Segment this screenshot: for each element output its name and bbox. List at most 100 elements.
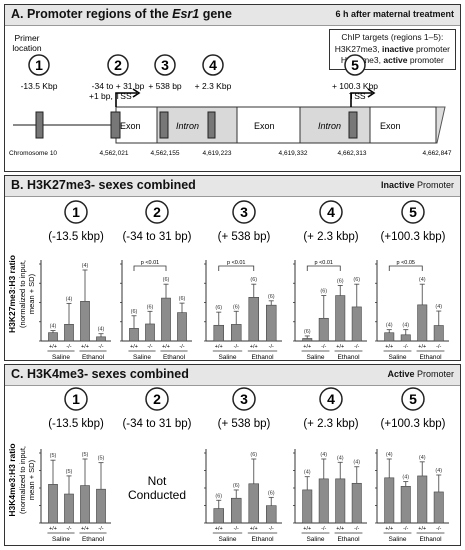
treatment-label: Ethanol — [82, 536, 105, 543]
genotype-label: -/- — [269, 526, 274, 532]
region-number-circle — [401, 387, 425, 411]
genotype-label: -/- — [354, 526, 359, 532]
genomic-coordinate: 4,562,021 — [100, 150, 129, 157]
treatment-label: Saline — [306, 536, 324, 543]
genotype-label: -/- — [234, 526, 239, 532]
region-number: 4 — [327, 204, 335, 220]
treatment-label: Saline — [388, 354, 406, 360]
genotype-label: +/+ — [215, 344, 223, 350]
region-number: 2 — [114, 57, 122, 73]
n-label: (4) — [304, 470, 311, 476]
genotype-label: +/+ — [385, 344, 393, 350]
genotype-label: +/+ — [303, 526, 311, 532]
genotype-label: +/+ — [250, 344, 258, 350]
bar — [48, 332, 58, 342]
bar — [433, 491, 444, 524]
genotype-label: +/+ — [162, 344, 170, 350]
genotype-label: +/+ — [418, 344, 426, 350]
primer-location-box — [348, 111, 358, 139]
bar — [231, 324, 242, 342]
region-number-circle — [232, 387, 256, 411]
genotype-label: +/+ — [81, 526, 89, 532]
n-label: (4) — [337, 455, 344, 461]
significance-label: p <0.01 — [141, 260, 160, 266]
bar — [80, 301, 90, 342]
panel-b: B. H3K27me3- sexes combined Inactive Pro… — [4, 175, 461, 361]
genotype-label: -/- — [66, 526, 71, 532]
bar — [96, 336, 106, 342]
region-position: (+ 2.3 kbp) — [303, 231, 358, 243]
genotype-label: +/+ — [49, 526, 57, 532]
genomic-coordinate: 4,562,155 — [151, 150, 180, 157]
panel-b-header: B. H3K27me3- sexes combined Inactive Pro… — [5, 176, 460, 197]
region-number-circle — [319, 387, 343, 411]
bar — [302, 338, 313, 342]
tss-arrow — [350, 92, 372, 107]
region-number-circle — [344, 54, 366, 76]
genotype-label: -/- — [436, 344, 441, 350]
bar — [145, 323, 155, 342]
bar — [64, 323, 74, 342]
bar — [177, 312, 187, 342]
n-label: (6) — [233, 483, 240, 489]
genotype-label: +/+ — [303, 344, 311, 350]
region-position-label: -34 to + 31 bp — [92, 81, 145, 91]
region-number-circle — [64, 200, 88, 224]
panel-a: A. Promoter regions of the Esr1 gene 6 h… — [4, 4, 461, 172]
panel-b-charts: H3K27me3:H3 ratio (normalized to input, me… — [7, 200, 449, 360]
region-number-circle — [401, 200, 425, 224]
region-number: 5 — [409, 391, 417, 407]
treatment-label: Saline — [52, 354, 70, 360]
n-label: (4) — [419, 455, 426, 461]
genotype-label: +/+ — [385, 526, 393, 532]
genotype-label: +/+ — [418, 526, 426, 532]
region-position: (-13.5 kbp) — [48, 231, 104, 243]
bar — [400, 334, 411, 342]
n-label: (4) — [66, 296, 73, 302]
genotype-label: -/- — [321, 344, 326, 350]
region-number-circle — [107, 54, 129, 76]
genomic-coordinate: 4,662,313 — [338, 150, 367, 157]
panel-c-charts: H3K4me3:H3 ratio (normalized to input, mea… — [7, 387, 449, 543]
treatment-label: Ethanol — [82, 354, 105, 360]
bar — [213, 508, 224, 524]
n-label: (6) — [353, 277, 360, 283]
intron-label: Intron — [318, 121, 341, 131]
n-label: (5) — [82, 452, 89, 458]
region-number-circle — [145, 387, 169, 411]
genotype-label: -/- — [234, 344, 239, 350]
bar — [417, 304, 428, 342]
not-conducted-label: Conducted — [128, 488, 186, 502]
genomic-coordinate: 4,619,332 — [279, 150, 308, 157]
significance-bracket — [306, 265, 341, 271]
intron-label: Intron — [176, 121, 199, 131]
region-number: 3 — [240, 204, 248, 220]
panel-c-note: Active Promoter — [387, 369, 454, 379]
region-number: 3 — [240, 391, 248, 407]
bar — [400, 485, 411, 524]
region-number-circle — [319, 200, 343, 224]
bar — [335, 478, 346, 524]
treatment-label: Saline — [52, 536, 70, 543]
n-label: (5) — [66, 469, 73, 475]
region-position-label: + 100.3 Kbp — [332, 81, 378, 91]
genotype-label: +/+ — [130, 344, 138, 350]
genomic-coordinate: 4,619,223 — [203, 150, 232, 157]
primer-location-box — [159, 111, 169, 139]
region-position: (+100.3 kbp) — [381, 231, 446, 243]
region-position: (-34 to 31 bp) — [122, 418, 191, 430]
panel-c: C. H3K4me3- sexes combined Active Promot… — [4, 364, 461, 546]
treatment-label: Ethanol — [419, 354, 442, 360]
region-position: (-13.5 kbp) — [48, 418, 104, 430]
genomic-coordinate: 4,662,847 — [423, 150, 452, 157]
region-number-circle — [145, 200, 169, 224]
y-axis-label: H3K4me3:H3 ratio — [7, 443, 17, 516]
bar — [213, 324, 224, 342]
region-number-circle — [154, 54, 176, 76]
n-label: (6) — [131, 309, 138, 315]
panel-b-title: B. H3K27me3- sexes combined — [11, 178, 196, 192]
region-number: 4 — [209, 57, 217, 73]
region-number: 2 — [153, 391, 161, 407]
